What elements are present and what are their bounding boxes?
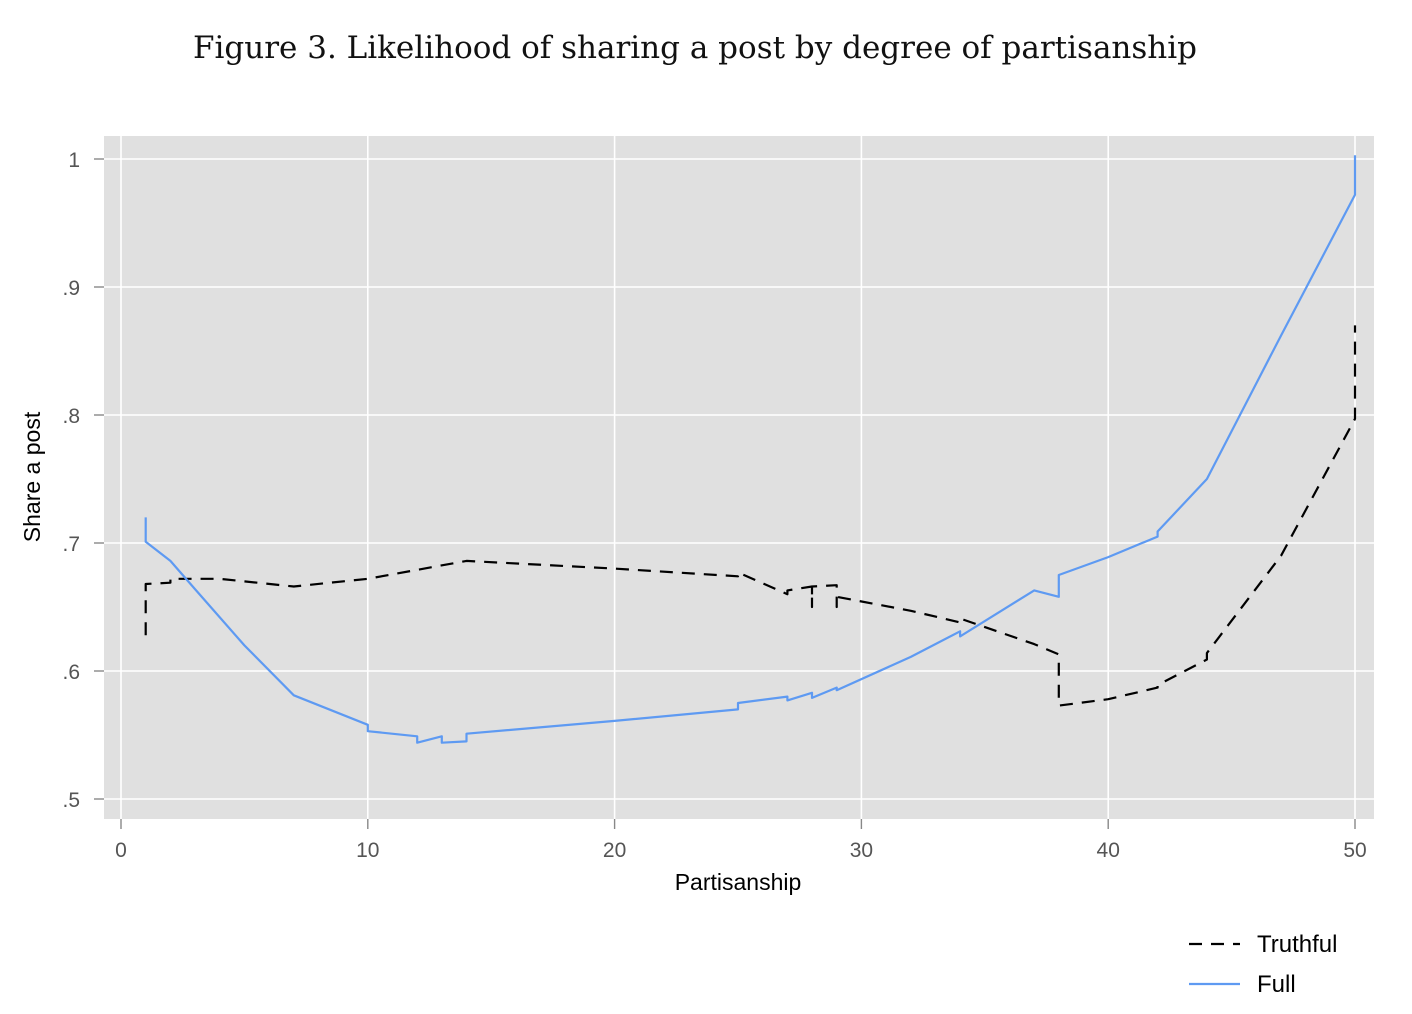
- y-axis-label: Share a post: [19, 411, 45, 542]
- y-tick-label: .6: [62, 661, 80, 684]
- series-line-full: [144, 155, 1357, 744]
- x-axis-label: Partisanship: [675, 869, 802, 895]
- legend-label-full: Full: [1257, 971, 1296, 998]
- legend-label-truthful: Truthful: [1257, 931, 1337, 958]
- x-tick-label: 0: [115, 839, 127, 862]
- y-tick-label: .5: [62, 789, 80, 812]
- plot-area: 0 10 20 30 40 50 .5 .6 .7 .8 .9 1: [62, 136, 1374, 862]
- axes: 0 10 20 30 40 50 .5 .6 .7 .8 .9 1: [62, 149, 1366, 862]
- y-tick-label: 1: [68, 149, 80, 172]
- x-tick-label: 20: [603, 839, 626, 862]
- legend: Truthful Full: [1189, 931, 1337, 998]
- y-tick-label: .9: [62, 277, 80, 300]
- plot-background: [104, 136, 1374, 819]
- chart-title: Figure 3. Likelihood of sharing a post b…: [193, 30, 1197, 66]
- x-tick-label: 40: [1097, 839, 1120, 862]
- y-tick-label: .7: [62, 533, 80, 556]
- series-line-truthful: [144, 325, 1357, 707]
- x-tick-label: 10: [356, 839, 379, 862]
- gridlines: [104, 136, 1374, 819]
- x-tick-label: 50: [1343, 839, 1366, 862]
- x-tick-label: 30: [850, 839, 873, 862]
- data-series: [144, 155, 1357, 744]
- y-tick-label: .8: [62, 405, 80, 428]
